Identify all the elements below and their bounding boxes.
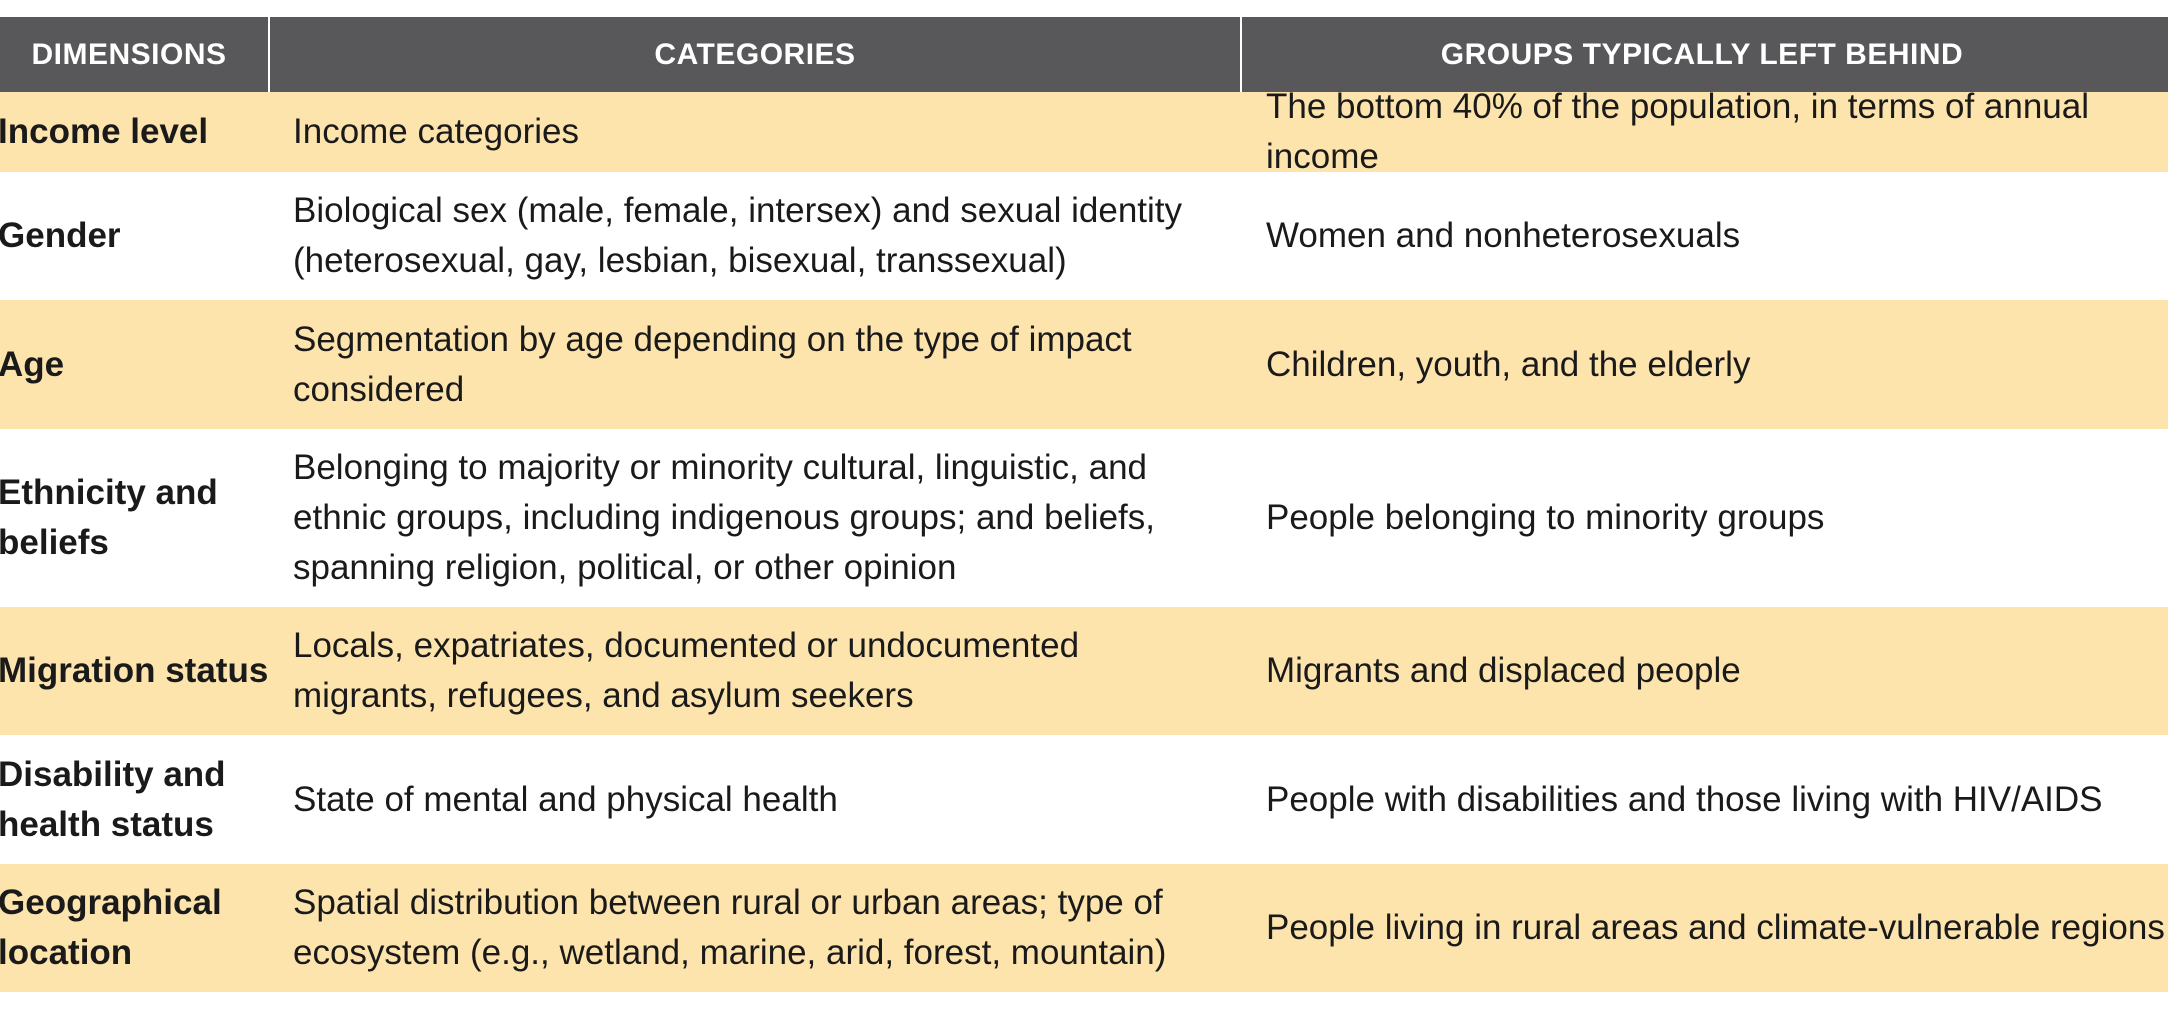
dimension-cell: Geographical location (0, 883, 222, 972)
group-cell: Migrants and displaced people (1266, 651, 1741, 690)
dimensions-table: DIMENSIONS CATEGORIES GROUPS TYPICALLY L… (0, 17, 2168, 992)
category-cell: Spatial distribution between rural or ur… (293, 883, 1167, 972)
dimension-cell: Age (0, 344, 65, 384)
table-row: Geographical location Spatial distributi… (0, 864, 2168, 992)
category-cell: State of mental and physical health (293, 779, 838, 819)
group-cell: People living in rural areas and climate… (1266, 908, 2165, 947)
table-row: Age Segmentation by age depending on the… (0, 300, 2168, 429)
header-groups: GROUPS TYPICALLY LEFT BEHIND (1440, 37, 1964, 71)
category-cell: Belonging to majority or minority cultur… (293, 448, 1155, 587)
table-row: Gender Biological sex (male, female, int… (0, 172, 2168, 300)
group-cell: Children, youth, and the elderly (1266, 344, 1751, 384)
dimension-cell: Migration status (0, 651, 269, 690)
dimension-cell: Ethnicity and beliefs (0, 473, 218, 562)
category-cell: Locals, expatriates, documented or undoc… (293, 626, 1080, 715)
category-cell: Income categories (293, 112, 579, 151)
header-categories: CATEGORIES (270, 17, 1242, 92)
group-cell: People with disabilities and those livin… (1266, 779, 2103, 819)
group-cell: Women and nonheterosexuals (1266, 216, 1741, 255)
table-row: Income level Income categories The botto… (0, 87, 2168, 176)
group-cell: The bottom 40% of the population, in ter… (1266, 87, 2090, 176)
dimension-cell: Gender (0, 216, 121, 255)
table-header: DIMENSIONS CATEGORIES GROUPS TYPICALLY L… (0, 17, 2168, 92)
category-cell: Biological sex (male, female, intersex) … (293, 191, 1183, 280)
dimension-cell: Disability and health status (0, 754, 226, 844)
table-row: Migration status Locals, expatriates, do… (0, 607, 2168, 735)
group-cell: People belonging to minority groups (1266, 498, 1825, 537)
dimension-cell: Income level (0, 112, 209, 151)
category-cell: Segmentation by age depending on the typ… (293, 319, 1132, 409)
header-dimensions: DIMENSIONS (0, 17, 270, 92)
table-row: Ethnicity and beliefs Belonging to major… (0, 429, 2168, 607)
table-row: Disability and health status State of me… (0, 735, 2168, 864)
